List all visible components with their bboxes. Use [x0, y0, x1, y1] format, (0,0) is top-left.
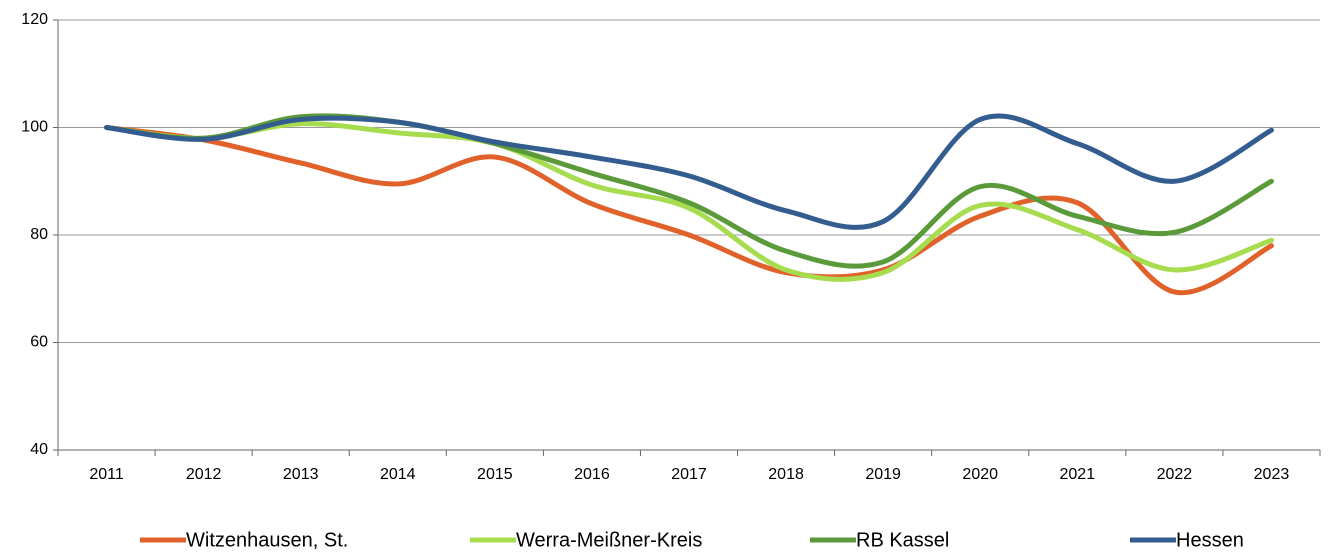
legend-label: Werra-Meißner-Kreis [516, 529, 702, 551]
x-tick-label: 2013 [283, 466, 319, 483]
x-tick-label: 2012 [186, 466, 222, 483]
legend-label: Hessen [1176, 529, 1244, 551]
x-tick-label: 2018 [768, 466, 804, 483]
y-tick-label: 120 [21, 11, 48, 28]
x-tick-label: 2022 [1157, 466, 1193, 483]
x-tick-label: 2023 [1254, 466, 1290, 483]
y-tick-label: 40 [30, 441, 48, 458]
x-tick-label: 2011 [89, 466, 124, 483]
legend-label: Witzenhausen, St. [186, 529, 348, 551]
y-tick-label: 100 [21, 119, 48, 136]
y-tick-label: 60 [30, 334, 48, 351]
x-tick-label: 2020 [962, 466, 998, 483]
series-line [104, 113, 1274, 269]
x-tick-label: 2015 [477, 466, 513, 483]
x-tick-label: 2017 [671, 466, 707, 483]
series-line [104, 125, 1274, 296]
series-line [104, 113, 1274, 230]
x-tick-label: 2014 [380, 466, 416, 483]
legend-label: RB Kassel [856, 529, 949, 551]
x-tick-label: 2016 [574, 466, 610, 483]
series-line [104, 121, 1274, 282]
y-tick-label: 80 [30, 226, 48, 243]
x-tick-label: 2019 [865, 466, 901, 483]
x-tick-label: 2021 [1060, 466, 1096, 483]
